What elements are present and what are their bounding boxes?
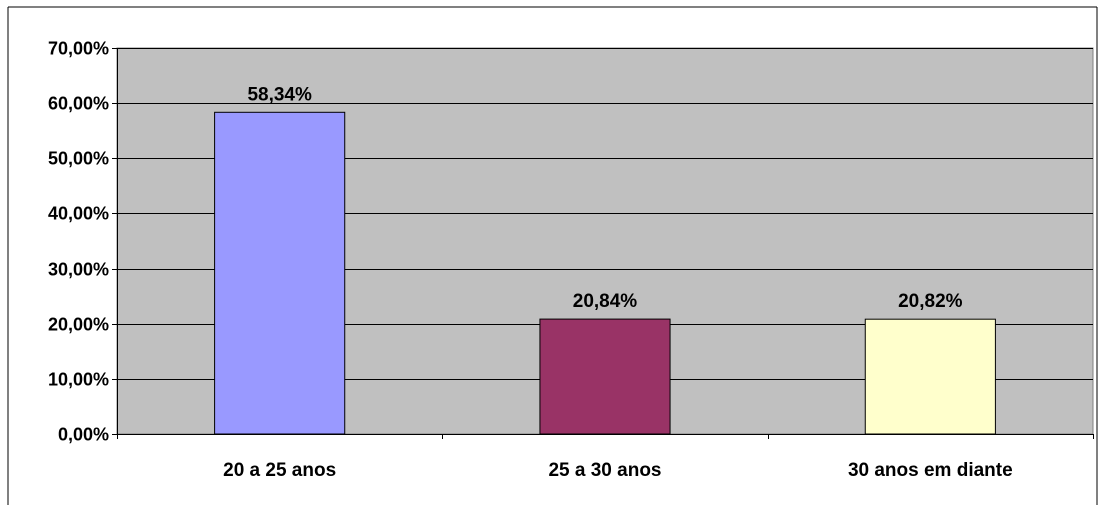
bar	[539, 318, 671, 435]
bar	[864, 318, 996, 435]
y-tick-label: 10,00%	[48, 370, 109, 390]
x-tick-label: 20 a 25 anos	[223, 460, 336, 481]
data-label: 20,82%	[898, 291, 963, 312]
x-tick-label: 25 a 30 anos	[548, 460, 661, 481]
y-tick-label: 70,00%	[48, 39, 109, 59]
y-tick-label: 20,00%	[48, 315, 109, 335]
axes	[112, 48, 1094, 439]
data-label: 20,84%	[573, 291, 638, 312]
y-axis-tick-labels: 0,00% 10,00% 20,00% 30,00% 40,00% 50,00% 60,00…	[48, 39, 109, 445]
y-tick-label: 0,00%	[58, 425, 109, 445]
y-tick-label: 40,00%	[48, 204, 109, 224]
x-tick-label: 30 anos em diante	[848, 460, 1013, 481]
y-tick-label: 50,00%	[48, 149, 109, 169]
data-label: 58,34%	[247, 84, 312, 105]
y-tick-label: 60,00%	[48, 94, 109, 114]
x-axis-tick-labels: 20 a 25 anos 25 a 30 anos 30 anos em diant…	[223, 460, 1013, 481]
y-tick-label: 30,00%	[48, 260, 109, 280]
bar	[214, 111, 346, 435]
data-labels: 58,34% 20,84% 20,82%	[247, 84, 962, 312]
